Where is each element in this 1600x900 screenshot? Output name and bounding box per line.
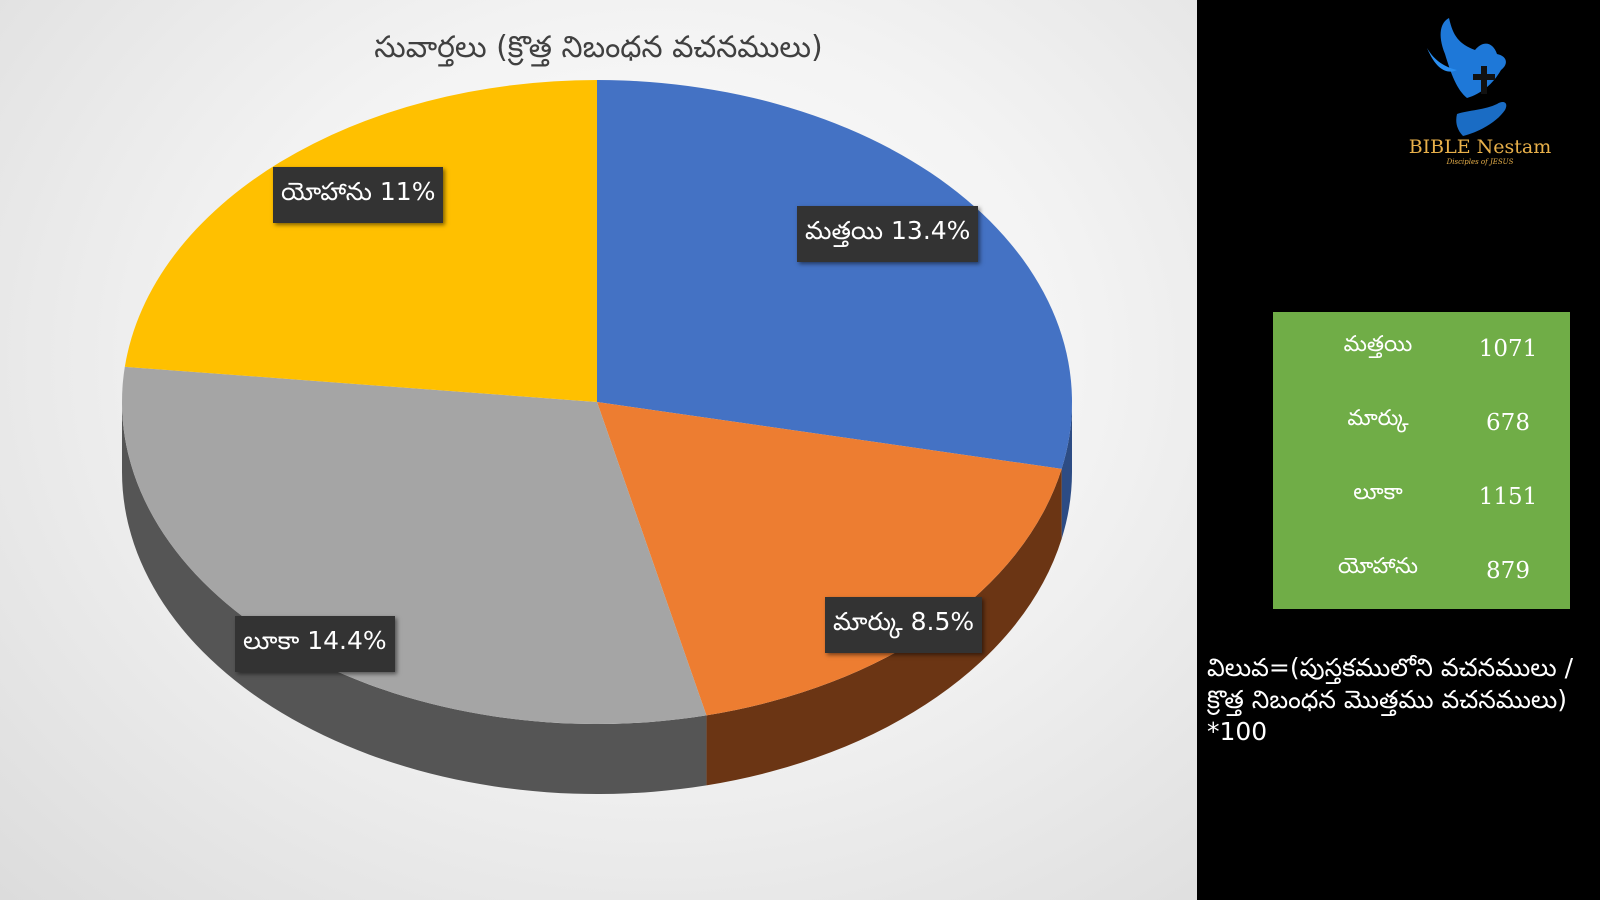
dove-cross-hand-icon — [1427, 18, 1507, 136]
slice-luke-side — [122, 402, 707, 794]
slice-label-john: యోహాను 11% — [273, 167, 444, 223]
formula-line-3: *100 — [1207, 717, 1268, 746]
table-row: మార్కు 678 — [1273, 406, 1570, 446]
table-row: యోహాను 879 — [1273, 554, 1570, 594]
table-cell-count: 879 — [1486, 558, 1530, 584]
slice-label-percent: 14.4% — [307, 626, 387, 655]
table-cell-count: 678 — [1486, 410, 1530, 436]
slice-label-name: మత్తయి — [805, 216, 884, 245]
slice-label-percent: 11% — [379, 177, 436, 206]
table-cell-count: 1071 — [1478, 336, 1538, 362]
pie-chart — [121, 80, 1073, 794]
formula-line-2: క్రొత్త నిబంధన మొత్తము వచనములు) — [1207, 685, 1568, 714]
slice-label-luke: లూకా 14.4% — [235, 616, 395, 672]
table-cell-book: యోహాను — [1337, 554, 1418, 579]
slice-label-matthew: మత్తయి 13.4% — [797, 206, 979, 262]
table-row: లూకా 1151 — [1273, 480, 1570, 520]
slice-label-mark: మార్కు 8.5% — [825, 597, 983, 653]
verse-count-table: మత్తయి 1071 మార్కు 678 లూకా 1151 యోహాను … — [1273, 312, 1570, 609]
slice-label-name: యోహాను — [281, 177, 372, 206]
chart-title: సువార్తలు (క్రొత్త నిబంధన వచనములు) — [374, 30, 823, 65]
slice-john — [124, 80, 597, 402]
table-cell-book: లూకా — [1353, 480, 1403, 505]
slice-label-percent: 13.4% — [891, 216, 971, 245]
logo-title: BIBLE Nestam — [1408, 136, 1552, 158]
slice-luke — [121, 366, 707, 724]
formula-note: విలువ=(పుస్తకములోని వచనములు / క్రొత్త ని… — [1207, 652, 1597, 748]
slice-mark — [597, 402, 1062, 716]
table-cell-book: మార్కు — [1347, 406, 1409, 431]
slice-label-name: మార్కు — [833, 607, 903, 636]
slice-label-percent: 8.5% — [910, 607, 975, 636]
slice-mark-side — [706, 468, 1062, 786]
slice-label-name: లూకా — [243, 626, 300, 655]
table-row: మత్తయి 1071 — [1273, 332, 1570, 372]
slice-matthew — [597, 80, 1073, 469]
table-cell-book: మత్తయి — [1343, 332, 1413, 357]
slice-matthew-side — [1061, 402, 1072, 539]
formula-line-1: విలువ=(పుస్తకములోని వచనములు / — [1207, 653, 1574, 682]
logo-tagline: Disciples of JESUS — [1446, 158, 1514, 166]
table-cell-count: 1151 — [1478, 484, 1538, 510]
